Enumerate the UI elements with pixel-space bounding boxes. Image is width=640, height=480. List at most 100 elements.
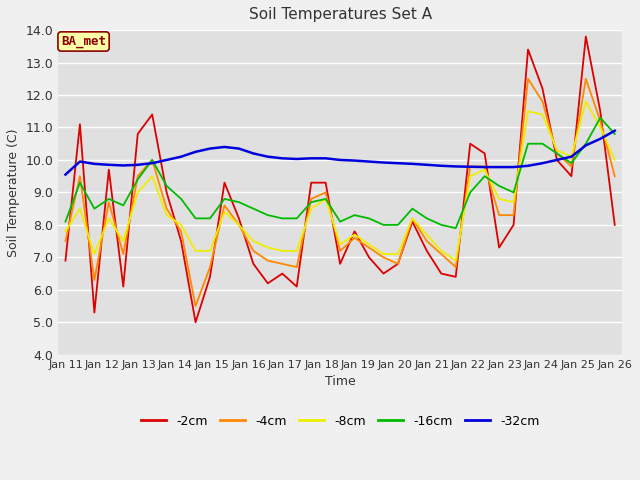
-16cm xyxy=(423,216,431,221)
-16cm xyxy=(90,206,98,212)
-2cm xyxy=(423,248,431,254)
-2cm xyxy=(307,180,315,186)
-32cm xyxy=(206,146,214,152)
-8cm xyxy=(307,206,315,212)
-2cm xyxy=(148,112,156,118)
-32cm xyxy=(105,162,113,168)
Line: -16cm: -16cm xyxy=(65,118,615,228)
-32cm xyxy=(177,154,185,159)
-8cm xyxy=(582,98,589,104)
-32cm xyxy=(611,128,619,133)
-2cm xyxy=(452,274,460,280)
-4cm xyxy=(611,173,619,179)
-8cm xyxy=(495,196,503,202)
-8cm xyxy=(380,251,387,257)
-32cm xyxy=(250,151,257,156)
-16cm xyxy=(524,141,532,146)
-4cm xyxy=(322,190,330,195)
-4cm xyxy=(177,228,185,234)
-32cm xyxy=(481,164,488,170)
-2cm xyxy=(336,261,344,267)
-16cm xyxy=(568,160,575,166)
-4cm xyxy=(524,76,532,82)
-16cm xyxy=(438,222,445,228)
-2cm xyxy=(250,261,257,267)
-32cm xyxy=(134,162,141,168)
-16cm xyxy=(264,212,271,218)
-32cm xyxy=(539,160,547,166)
-16cm xyxy=(582,141,589,146)
-2cm xyxy=(596,108,604,114)
-16cm xyxy=(163,183,170,189)
-32cm xyxy=(394,160,402,166)
-8cm xyxy=(61,228,69,234)
-4cm xyxy=(452,264,460,270)
-8cm xyxy=(438,248,445,254)
-8cm xyxy=(250,238,257,244)
-2cm xyxy=(394,261,402,267)
-8cm xyxy=(177,222,185,228)
-2cm xyxy=(278,271,286,276)
-4cm xyxy=(539,98,547,104)
-2cm xyxy=(611,222,619,228)
-2cm xyxy=(568,173,575,179)
-8cm xyxy=(105,216,113,221)
-4cm xyxy=(264,258,271,264)
-16cm xyxy=(105,196,113,202)
-8cm xyxy=(568,154,575,159)
-8cm xyxy=(423,232,431,238)
-16cm xyxy=(394,222,402,228)
-4cm xyxy=(380,254,387,260)
-16cm xyxy=(539,141,547,146)
-8cm xyxy=(611,157,619,163)
Line: -32cm: -32cm xyxy=(65,131,615,175)
-4cm xyxy=(553,151,561,156)
-16cm xyxy=(452,225,460,231)
-8cm xyxy=(192,248,200,254)
-8cm xyxy=(524,108,532,114)
-8cm xyxy=(120,238,127,244)
-8cm xyxy=(235,222,243,228)
-8cm xyxy=(481,167,488,173)
-32cm xyxy=(438,163,445,168)
-16cm xyxy=(596,115,604,120)
-4cm xyxy=(293,264,301,270)
-2cm xyxy=(467,141,474,146)
-2cm xyxy=(509,222,517,228)
-32cm xyxy=(307,156,315,161)
-16cm xyxy=(611,131,619,137)
-16cm xyxy=(278,216,286,221)
-4cm xyxy=(495,212,503,218)
-2cm xyxy=(365,254,373,260)
-2cm xyxy=(264,280,271,286)
-16cm xyxy=(250,206,257,212)
-2cm xyxy=(380,271,387,276)
-8cm xyxy=(336,241,344,247)
-32cm xyxy=(582,143,589,148)
-16cm xyxy=(293,216,301,221)
-16cm xyxy=(148,157,156,163)
-4cm xyxy=(148,157,156,163)
-4cm xyxy=(423,238,431,244)
-2cm xyxy=(322,180,330,186)
-4cm xyxy=(76,173,84,179)
-4cm xyxy=(278,261,286,267)
-4cm xyxy=(90,277,98,283)
-2cm xyxy=(221,180,228,186)
-2cm xyxy=(495,245,503,251)
-16cm xyxy=(206,216,214,221)
-16cm xyxy=(177,196,185,202)
-4cm xyxy=(163,206,170,212)
-8cm xyxy=(408,216,416,221)
-32cm xyxy=(452,164,460,169)
-16cm xyxy=(76,180,84,186)
-2cm xyxy=(582,34,589,39)
-16cm xyxy=(365,216,373,221)
-2cm xyxy=(61,258,69,264)
-8cm xyxy=(90,251,98,257)
-4cm xyxy=(221,203,228,208)
-8cm xyxy=(148,173,156,179)
-16cm xyxy=(192,216,200,221)
-32cm xyxy=(221,144,228,150)
-32cm xyxy=(495,164,503,170)
